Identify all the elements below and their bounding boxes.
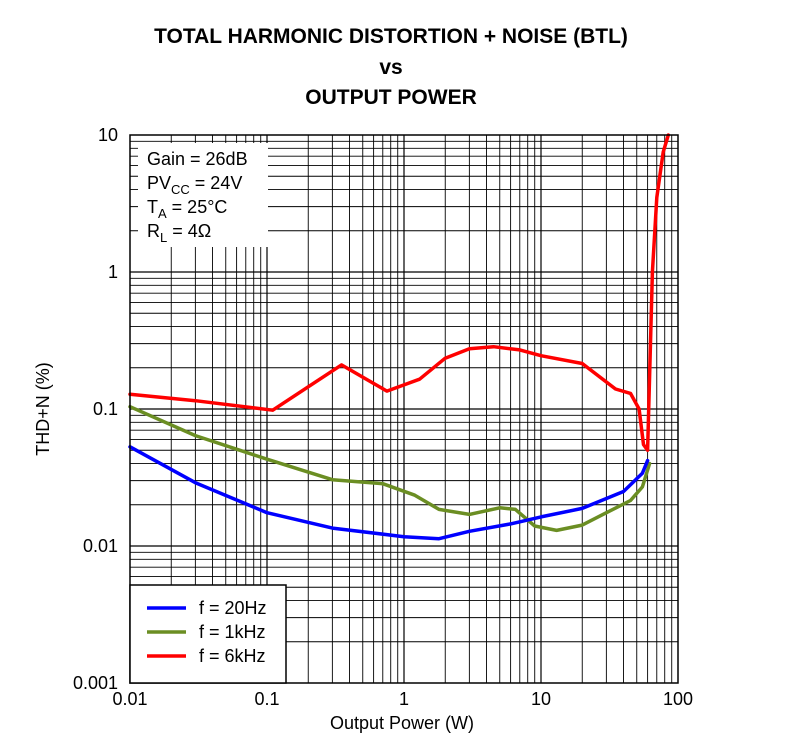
y-tick-labels: 0.001 0.01 0.1 1 10 [73,125,118,693]
legend: f = 20Hz f = 1kHz f = 6kHz [129,584,287,684]
y-tick-label: 10 [98,125,118,145]
condition-pvcc: PVCC = 24V [147,173,242,197]
conditions-box: Gain = 26dB PVCC = 24V TA = 25°C RL = 4Ω [138,143,268,247]
ta-main: T [147,197,158,217]
series-layer [128,133,671,541]
x-tick-labels: 0.01 0.1 1 10 100 [112,689,693,709]
x-tick-label: 0.01 [112,689,147,709]
y-tick-label: 0.1 [93,399,118,419]
ta-subscript: A [158,206,167,221]
legend-box [129,584,287,684]
legend-label-1khz: f = 1kHz [199,622,266,642]
plot-frame [129,134,679,684]
chart-title-line-3: OUTPUT POWER [305,86,477,109]
y-tick-label: 0.001 [73,673,118,693]
ta-value: = 25°C [167,197,228,217]
pvcc-main: PV [147,173,171,193]
rl-subscript: L [160,230,167,245]
pvcc-value: = 24V [190,173,243,193]
series-line-20hz [128,445,650,541]
condition-rl: RL = 4Ω [147,221,211,245]
x-axis-label: Output Power (W) [330,713,474,733]
condition-gain: Gain = 26dB [147,149,248,169]
x-tick-label: 1 [399,689,409,709]
legend-label-20hz: f = 20Hz [199,598,267,618]
conditions-background [138,143,268,247]
y-axis-label: THD+N (%) [33,362,53,456]
x-tick-label: 0.1 [254,689,279,709]
legend-label-6khz: f = 6kHz [199,646,266,666]
series-line-1khz [128,404,652,533]
chart-title-line-2: vs [379,56,402,79]
rl-main: R [147,221,160,241]
rl-value: = 4Ω [167,221,211,241]
y-tick-label: 1 [108,262,118,282]
x-tick-label: 10 [531,689,551,709]
y-tick-label: 0.01 [83,536,118,556]
condition-ta: TA = 25°C [147,197,227,221]
pvcc-subscript: CC [171,182,190,197]
x-tick-label: 100 [663,689,693,709]
series-line-6khz [128,133,671,452]
chart-title-line-1: TOTAL HARMONIC DISTORTION + NOISE (BTL) [154,25,628,48]
